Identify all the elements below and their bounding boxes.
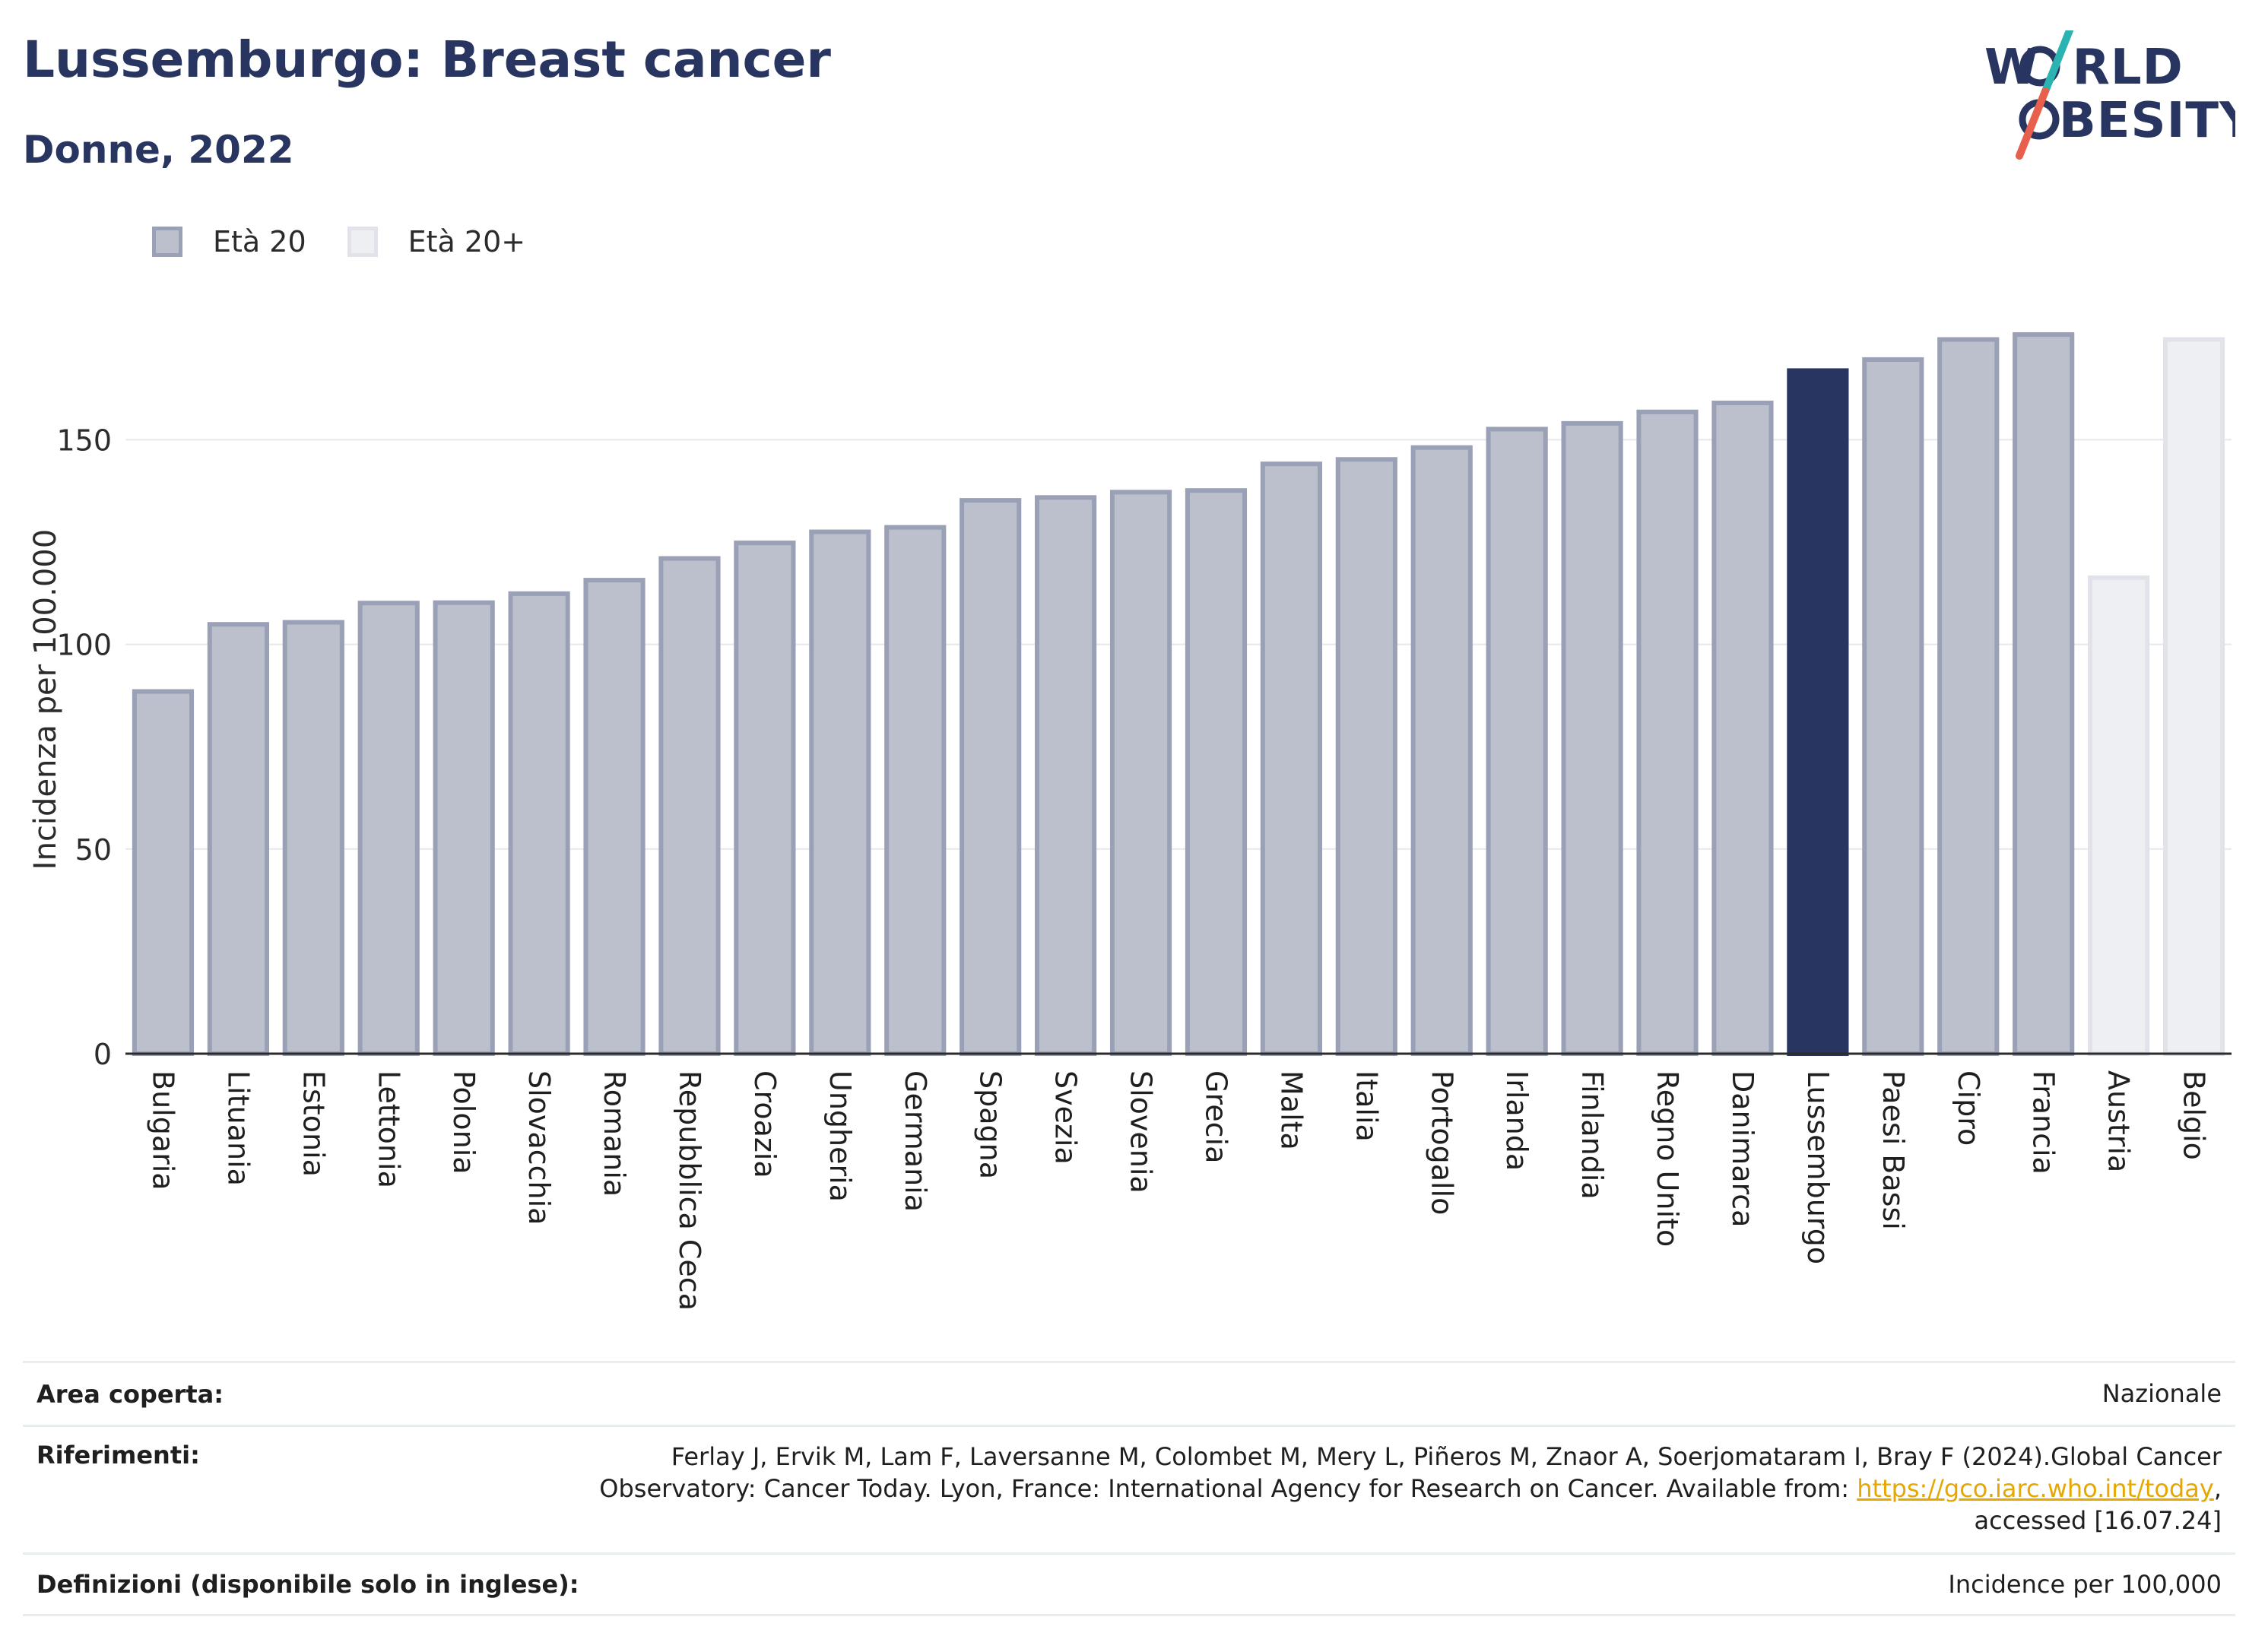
bar-croazia[interactable] <box>734 541 796 1056</box>
x-tick-label: Irlanda <box>1500 1070 1534 1171</box>
bar-austria[interactable] <box>2088 575 2150 1056</box>
x-tick-label: Finlandia <box>1575 1070 1609 1200</box>
footer-row-area: Area coperta: Nazionale <box>23 1361 2235 1425</box>
references-value: Ferlay J, Ervik M, Lam F, Laversanne M, … <box>599 1441 2222 1552</box>
bar-ungheria[interactable] <box>809 529 871 1056</box>
bar-lituania[interactable] <box>207 622 269 1056</box>
bar-slovacchia[interactable] <box>508 591 570 1056</box>
legend-swatch-eta-20 <box>152 227 182 257</box>
logo-slash-red-icon <box>2016 87 2049 160</box>
x-tick-label: Grecia <box>1199 1070 1232 1163</box>
references-line-1: Ferlay J, Ervik M, Lam F, Laversanne M, … <box>671 1442 2222 1471</box>
bar-belgio[interactable] <box>2162 337 2225 1056</box>
y-tick-label: 150 <box>56 423 112 457</box>
area-label: Area coperta: <box>36 1379 224 1409</box>
logo-text-world: W RLD <box>1984 40 2184 96</box>
references-line-2: Observatory: Cancer Today. Lyon, France:… <box>599 1473 2222 1505</box>
bar-bulgaria[interactable] <box>132 689 195 1057</box>
bar-repubblica-ceca[interactable] <box>658 556 721 1056</box>
legend-swatch-eta-20plus <box>347 227 378 257</box>
bar-paesi-bassi[interactable] <box>1862 357 1924 1056</box>
bar-francia[interactable] <box>2013 332 2075 1056</box>
definitions-value: Incidence per 100,000 <box>1948 1569 2222 1599</box>
x-tick-label: Lussemburgo <box>1801 1070 1835 1264</box>
x-tick-label: Lituania <box>221 1070 255 1186</box>
x-tick-label: Romania <box>598 1070 631 1197</box>
bar-chart: 0 50 100 150 Bulgaria Lituania Estonia Lettonia… <box>56 332 2232 1311</box>
bar-lussemburgo[interactable] <box>1787 368 1849 1056</box>
x-tick-label: Germania <box>899 1070 932 1212</box>
x-tick-label: Francia <box>2027 1070 2060 1175</box>
footer-row-definitions: Definizioni (disponibile solo in inglese… <box>23 1552 2235 1616</box>
legend-item-eta-20[interactable]: Età 20 <box>152 225 306 258</box>
bar-romania[interactable] <box>583 578 646 1056</box>
chart-subtitle: Donne, 2022 <box>23 128 294 172</box>
x-tick-label: Estonia <box>297 1070 330 1177</box>
legend: Età 20 Età 20+ <box>152 225 566 258</box>
x-tick-label: Lettonia <box>372 1070 405 1188</box>
bar-regno-unito[interactable] <box>1636 409 1699 1056</box>
x-tick-label: Danimarca <box>1726 1070 1759 1227</box>
y-tick-label: 100 <box>56 629 112 662</box>
x-tick-label: Slovenia <box>1124 1070 1158 1194</box>
references-line-2-text: Observatory: Cancer Today. Lyon, France:… <box>599 1474 1857 1504</box>
bar-grecia[interactable] <box>1185 488 1248 1056</box>
bar-estonia[interactable] <box>282 620 344 1056</box>
legend-item-eta-20plus[interactable]: Età 20+ <box>347 225 525 258</box>
x-tick-label: Ungheria <box>823 1070 857 1202</box>
footer-row-references: Riferimenti: Ferlay J, Ervik M, Lam F, L… <box>23 1425 2235 1552</box>
x-tick-label: Repubblica Ceca <box>673 1070 706 1311</box>
bar-finlandia[interactable] <box>1561 420 1623 1056</box>
bar-spagna[interactable] <box>960 498 1022 1056</box>
y-tick-label: 0 <box>94 1038 112 1071</box>
bar-danimarca[interactable] <box>1711 400 1774 1056</box>
legend-label-eta-20: Età 20 <box>213 225 306 258</box>
x-tick-label: Slovacchia <box>522 1070 556 1225</box>
x-tick-label: Austria <box>2102 1070 2136 1172</box>
x-tick-label: Italia <box>1350 1070 1383 1142</box>
bar-lettonia[interactable] <box>357 601 420 1056</box>
x-tick-label: Regno Unito <box>1651 1070 1684 1247</box>
x-tick-label: Portogallo <box>1425 1070 1458 1215</box>
x-tick-label: Cipro <box>1952 1070 1985 1146</box>
references-line-3: accessed [16.07.24] <box>1974 1506 2222 1536</box>
bar-italia[interactable] <box>1335 457 1397 1056</box>
x-tick-label: Svezia <box>1049 1070 1083 1165</box>
references-comma: , <box>2213 1474 2222 1504</box>
x-tick-label: Polonia <box>447 1070 481 1175</box>
x-tick-label: Malta <box>1274 1070 1308 1150</box>
logo-text-obesity: BESITY <box>2059 93 2235 149</box>
legend-label-eta-20plus: Età 20+ <box>408 225 526 258</box>
bar-svezia[interactable] <box>1035 495 1097 1056</box>
bar-polonia[interactable] <box>433 600 495 1056</box>
bar-cipro[interactable] <box>1937 337 2000 1056</box>
definitions-label: Definizioni (disponibile solo in inglese… <box>36 1570 579 1599</box>
y-tick-label: 50 <box>75 833 112 867</box>
logo-slash-teal-icon <box>2041 30 2073 95</box>
x-tick-label: Bulgaria <box>146 1070 179 1191</box>
references-link[interactable]: https://gco.iarc.who.int/today <box>1857 1474 2214 1504</box>
x-tick-label: Croazia <box>748 1070 782 1178</box>
x-tick-label: Spagna <box>974 1070 1007 1179</box>
bar-irlanda[interactable] <box>1486 426 1548 1056</box>
bar-slovenia[interactable] <box>1109 490 1172 1056</box>
footer-table: Area coperta: Nazionale Riferimenti: Fer… <box>23 1361 2235 1616</box>
x-tick-label: Belgio <box>2178 1070 2211 1160</box>
references-label: Riferimenti: <box>36 1441 200 1470</box>
bar-malta[interactable] <box>1260 461 1322 1056</box>
x-tick-label: Paesi Bassi <box>1876 1070 1910 1230</box>
bar-portogallo[interactable] <box>1410 445 1473 1056</box>
chart-title: Lussemburgo: Breast cancer <box>23 30 831 89</box>
bar-germania[interactable] <box>884 525 947 1056</box>
area-value: Nazionale <box>2101 1379 2222 1409</box>
